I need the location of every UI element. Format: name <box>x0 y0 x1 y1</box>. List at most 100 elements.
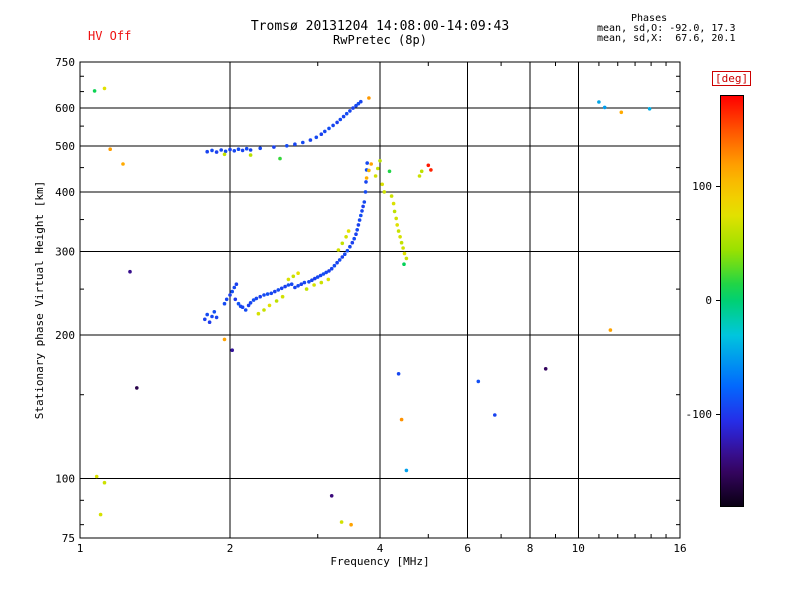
scatter-point <box>399 240 404 245</box>
scatter-point <box>228 293 232 297</box>
scatter-point <box>359 213 363 218</box>
scatter-point <box>128 269 132 274</box>
scatter-point <box>318 273 323 278</box>
phases-mean-o-line: mean, sd,O: -92.0, 17.3 <box>597 23 736 34</box>
scatter-point <box>378 159 382 163</box>
scatter-point <box>214 315 219 320</box>
scatter-point <box>121 162 125 166</box>
scatter-point <box>254 296 259 301</box>
scatter-point <box>289 282 294 287</box>
scatter-point <box>332 263 337 268</box>
y-tick-label: 750 <box>55 56 75 69</box>
scatter-point <box>222 152 227 157</box>
y-tick-label: 300 <box>55 245 75 258</box>
scatter-point <box>236 147 241 151</box>
scatter-point <box>232 285 237 290</box>
scatter-point <box>338 117 343 122</box>
scatter-point <box>108 147 112 151</box>
y-axis-label: Stationary phase Virtual Height [km] <box>33 180 46 420</box>
scatter-point <box>262 293 266 297</box>
scatter-point <box>597 100 601 104</box>
scatter-point <box>304 287 309 291</box>
scatter-point <box>324 270 329 275</box>
scatter-point <box>248 301 253 305</box>
scatter-point <box>349 522 353 527</box>
scatter-point <box>329 494 334 498</box>
scatter-point <box>329 266 334 271</box>
scatter-point <box>351 106 355 110</box>
scatter-point <box>214 150 219 154</box>
x-tick-label: 1 <box>77 542 84 555</box>
scatter-point <box>233 297 238 302</box>
scatter-point <box>102 86 107 91</box>
colorbar-tick-label: 100 <box>692 180 712 193</box>
scatter-point <box>276 288 281 292</box>
scatter-point <box>335 120 339 125</box>
scatter-point <box>339 520 344 524</box>
phases-summary-title: Phases <box>631 13 668 24</box>
scatter-point <box>345 248 350 253</box>
phases-mean-x-line: mean, sd,X: 67.6, 20.1 <box>597 33 736 44</box>
scatter-point <box>307 280 311 284</box>
scatter-point <box>312 283 316 287</box>
scatter-point <box>367 168 371 173</box>
colorbar-gradient <box>720 95 744 507</box>
scatter-point <box>240 305 245 310</box>
scatter-point <box>394 216 399 221</box>
y-tick-label: 400 <box>55 186 75 199</box>
scatter-point <box>243 308 248 312</box>
y-tick-label: 200 <box>55 329 75 342</box>
scatter-point <box>355 228 360 232</box>
scatter-point <box>228 147 232 152</box>
x-tick-label: 8 <box>527 542 534 555</box>
scatter-point <box>476 379 481 384</box>
scatter-point <box>222 301 227 306</box>
scatter-point <box>396 372 401 376</box>
scatter-point <box>319 132 324 136</box>
scatter-point <box>331 123 335 128</box>
colorbar-tick-mark <box>716 300 720 301</box>
scatter-point <box>224 297 229 302</box>
scatter-point <box>222 337 227 342</box>
scatter-point <box>348 244 352 249</box>
scatter-point <box>326 277 331 282</box>
scatter-point <box>248 153 253 157</box>
scatter-point <box>232 149 237 153</box>
scatter-point <box>205 149 209 154</box>
colorbar-tick-label: -100 <box>685 408 713 421</box>
scatter-point <box>392 209 397 214</box>
x-tick-label: 4 <box>377 542 384 555</box>
scatter-point <box>299 282 304 287</box>
scatter-point <box>248 148 253 152</box>
x-tick-label: 16 <box>673 542 686 555</box>
scatter-point <box>296 284 300 288</box>
scatter-point <box>399 417 404 422</box>
scatter-point <box>313 276 317 281</box>
scatter-point <box>102 480 107 485</box>
scatter-point <box>543 367 548 371</box>
x-axis-label: Frequency [MHz] <box>330 555 430 568</box>
scatter-point <box>391 201 396 206</box>
scatter-point <box>343 252 347 256</box>
scatter-point <box>251 298 256 302</box>
scatter-point <box>348 109 352 113</box>
y-tick-label: 600 <box>55 102 75 115</box>
scatter-point <box>404 256 409 261</box>
scatter-point <box>402 251 407 256</box>
scatter-point <box>364 180 368 184</box>
scatter-point <box>419 169 424 174</box>
scatter-point <box>286 277 291 282</box>
scatter-point <box>321 272 326 276</box>
colorbar-unit-label: [deg] <box>712 71 752 86</box>
scatter-point <box>240 148 245 153</box>
scatter-point <box>361 204 365 209</box>
scatter-point <box>135 386 139 390</box>
scatter-point <box>359 99 363 104</box>
scatter-point <box>219 148 223 152</box>
scatter-point <box>327 269 331 273</box>
scatter-point <box>310 278 314 283</box>
colorbar-tick-mark <box>716 186 720 187</box>
scatter-point <box>373 174 378 178</box>
plot-frame <box>79 61 681 539</box>
